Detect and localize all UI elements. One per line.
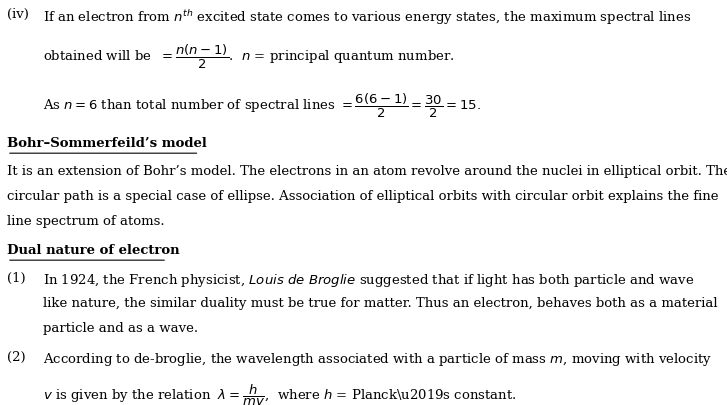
Text: Bohr–Sommerfeild’s model: Bohr–Sommerfeild’s model <box>7 136 207 149</box>
Text: It is an extension of Bohr’s model. The electrons in an atom revolve around the : It is an extension of Bohr’s model. The … <box>7 165 727 178</box>
Text: circular path is a special case of ellipse. Association of elliptical orbits wit: circular path is a special case of ellip… <box>7 190 718 203</box>
Text: Dual nature of electron: Dual nature of electron <box>7 243 180 256</box>
Text: obtained will be  $=\dfrac{n(n-1)}{2}$.  $n$ = principal quantum number.: obtained will be $=\dfrac{n(n-1)}{2}$. $… <box>43 43 455 71</box>
Text: particle and as a wave.: particle and as a wave. <box>43 322 198 335</box>
Text: like nature, the similar duality must be true for matter. Thus an electron, beha: like nature, the similar duality must be… <box>43 296 718 309</box>
Text: $v$ is given by the relation  $\lambda = \dfrac{h}{mv}$,  where $h$ = Planck\u20: $v$ is given by the relation $\lambda = … <box>43 382 517 405</box>
Text: As $n = 6$ than total number of spectral lines $= \dfrac{6(6-1)}{2} = \dfrac{30}: As $n = 6$ than total number of spectral… <box>43 92 481 119</box>
Text: In 1924, the French physicist, $\mathbf{\mathit{Louis\ de\ Broglie}}$ suggested : In 1924, the French physicist, $\mathbf{… <box>43 271 695 288</box>
Text: According to de-broglie, the wavelength associated with a particle of mass $m$, : According to de-broglie, the wavelength … <box>43 350 712 367</box>
Text: (iv): (iv) <box>7 8 29 21</box>
Text: line spectrum of atoms.: line spectrum of atoms. <box>7 215 164 228</box>
Text: (2): (2) <box>7 350 25 363</box>
Text: If an electron from $n^{th}$ excited state comes to various energy states, the m: If an electron from $n^{th}$ excited sta… <box>43 8 691 27</box>
Text: (1): (1) <box>7 271 25 284</box>
